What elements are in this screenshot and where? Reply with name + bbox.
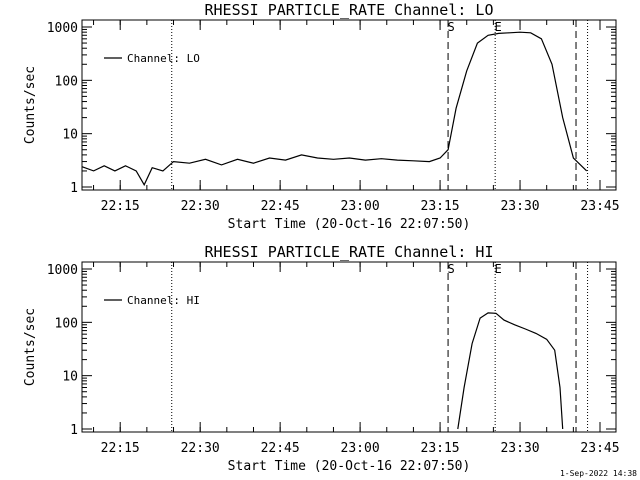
plot-frame [81, 261, 617, 433]
y-tick-label: 100 [55, 74, 78, 89]
x-tick-label: 23:15 [421, 199, 460, 214]
y-tick-label: 100 [55, 316, 78, 331]
y-tick-label: 10 [62, 128, 78, 143]
y-tick-label: 1 [70, 423, 78, 438]
x-tick-label: 23:15 [421, 441, 460, 456]
legend-label: Channel: LO [127, 52, 200, 65]
x-tick-label: 22:45 [261, 441, 300, 456]
x-tick-label: 23:45 [580, 199, 619, 214]
x-tick-label: 23:30 [500, 199, 539, 214]
hi-channel-panel: RHESSI PARTICLE_RATE Channel: HI Counts/s… [23, 243, 620, 474]
y-axis-label: Counts/sec [23, 308, 38, 386]
y-tick-label: 1000 [47, 21, 78, 36]
x-tick-label: 23:45 [580, 441, 619, 456]
x-tick-label: 23:00 [341, 441, 380, 456]
footer-date: 1-Sep-2022 14:38 [560, 469, 637, 478]
y-tick-label: 1 [70, 181, 78, 196]
start-marker-label: S [447, 20, 454, 34]
x-tick-label: 23:30 [500, 441, 539, 456]
x-tick-label: 22:15 [101, 441, 140, 456]
lo-channel-panel: RHESSI PARTICLE_RATE Channel: LO Counts/s… [23, 1, 620, 232]
plot-frame [81, 19, 617, 191]
chart-title: RHESSI PARTICLE_RATE Channel: LO [205, 1, 494, 19]
x-tick-label: 23:00 [341, 199, 380, 214]
end-marker-label: E [495, 262, 502, 276]
y-tick-label: 10 [62, 370, 78, 385]
x-axis-label: Start Time (20-Oct-16 22:07:50) [228, 217, 471, 232]
chart-title: RHESSI PARTICLE_RATE Channel: HI [205, 243, 494, 261]
x-tick-label: 22:30 [181, 441, 220, 456]
x-tick-label: 22:45 [261, 199, 300, 214]
y-tick-label: 1000 [47, 263, 78, 278]
series-line [457, 312, 564, 430]
y-axis-label: Counts/sec [23, 66, 38, 144]
x-tick-label: 22:30 [181, 199, 220, 214]
x-tick-label: 22:15 [101, 199, 140, 214]
end-marker-label: E [495, 20, 502, 34]
legend-label: Channel: HI [127, 294, 200, 307]
x-axis-label: Start Time (20-Oct-16 22:07:50) [228, 459, 471, 474]
start-marker-label: S [447, 262, 454, 276]
series-line [81, 31, 588, 187]
